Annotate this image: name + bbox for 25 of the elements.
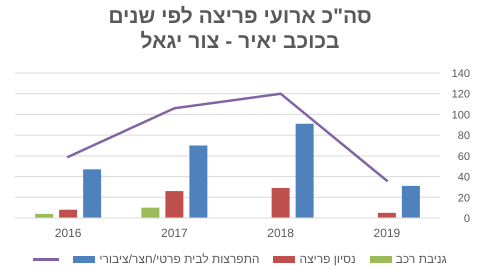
y-tick-label: 20 bbox=[458, 192, 470, 204]
bar bbox=[165, 191, 184, 218]
y-tick-label: 80 bbox=[458, 130, 470, 142]
x-tick-label: 2017 bbox=[161, 226, 188, 240]
legend-label: נסיון פריצה bbox=[299, 252, 356, 266]
legend-label: התפרצות לבית פרטי/חצר/ציבורי bbox=[99, 252, 260, 266]
y-tick-label: 40 bbox=[458, 172, 470, 184]
legend-label: גניבת רכב bbox=[396, 252, 447, 266]
bar bbox=[189, 146, 208, 218]
chart-title: סה"כ ארועי פריצה לפי שנים בכוכב יאיר - צור יגאל bbox=[107, 4, 373, 54]
bar bbox=[402, 186, 420, 218]
bar bbox=[141, 208, 160, 218]
x-tick-label: 2016 bbox=[54, 226, 82, 240]
bar bbox=[296, 124, 314, 218]
y-tick-label: 100 bbox=[452, 109, 470, 122]
bar bbox=[272, 188, 290, 218]
line-series bbox=[66, 92, 388, 182]
x-tick-label: 2019 bbox=[374, 226, 401, 240]
y-tick-label: 0 bbox=[464, 213, 470, 225]
y-tick-label: 60 bbox=[458, 150, 470, 163]
y-tick-label: 120 bbox=[452, 88, 470, 101]
y-tick-label: 140 bbox=[452, 68, 470, 80]
bar bbox=[83, 169, 102, 218]
bar bbox=[59, 210, 78, 218]
x-tick-label: 2018 bbox=[267, 226, 294, 240]
